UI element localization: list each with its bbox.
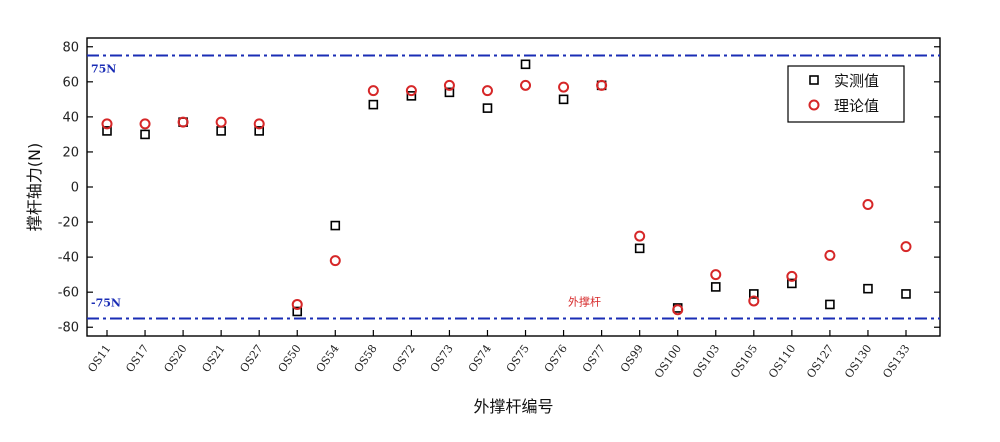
measured-point xyxy=(216,126,226,136)
measured-point xyxy=(787,278,797,289)
x-tick-label: OS72 xyxy=(390,342,418,374)
measured-point xyxy=(254,126,264,136)
measured-point xyxy=(558,94,569,105)
legend-label-measured: 实测值 xyxy=(834,72,879,90)
measured-point xyxy=(444,87,455,98)
theoretical-point xyxy=(291,298,303,310)
theoretical-point xyxy=(481,85,493,97)
measured-point xyxy=(901,289,911,299)
theoretical-point xyxy=(710,269,722,281)
x-tick-label: OS54 xyxy=(314,342,342,374)
x-tick-label: OS133 xyxy=(880,342,912,380)
measured-point xyxy=(634,243,645,254)
measured-point xyxy=(520,59,531,70)
theoretical-point xyxy=(672,304,684,316)
y-axis-title: 撑杆轴力(N) xyxy=(25,143,44,231)
x-tick-label: OS11 xyxy=(85,342,113,374)
legend-box xyxy=(787,65,905,123)
x-tick-label: OS110 xyxy=(766,342,798,380)
x-tick-label: OS77 xyxy=(580,342,608,374)
y-tick-label: -40 xyxy=(58,251,79,266)
measured-point xyxy=(330,220,341,231)
y-tick-label: 0 xyxy=(71,181,79,196)
theoretical-point xyxy=(558,81,570,93)
theoretical-point xyxy=(443,79,455,91)
legend-marker-circle xyxy=(808,99,820,111)
y-tick-label: -20 xyxy=(58,216,79,231)
legend-marker-square xyxy=(809,75,819,85)
theoretical-point xyxy=(329,255,341,267)
x-tick-label: OS76 xyxy=(542,342,570,374)
x-tick-label: OS100 xyxy=(652,342,684,380)
measured-point xyxy=(292,306,303,317)
theoretical-point xyxy=(786,270,798,282)
x-axis-title: 外撑杆编号 xyxy=(473,397,553,416)
x-tick-label: OS58 xyxy=(352,342,380,374)
theoretical-point xyxy=(748,295,760,307)
measured-point xyxy=(863,283,873,294)
theoretical-point xyxy=(177,116,189,128)
measured-point xyxy=(749,289,759,299)
x-tick-label: OS27 xyxy=(237,342,265,374)
x-tick-label: OS103 xyxy=(690,342,722,380)
x-tick-label: OS21 xyxy=(199,342,227,374)
measured-point xyxy=(368,99,379,110)
reference-line-label: 75N xyxy=(91,63,116,76)
theoretical-point xyxy=(634,230,646,242)
x-tick-label: OS17 xyxy=(123,342,151,374)
x-tick-label: OS20 xyxy=(161,342,189,374)
legend: 实测值 理论值 xyxy=(787,65,905,123)
y-tick-label: 20 xyxy=(62,145,79,160)
theoretical-point xyxy=(101,118,113,130)
x-tick-label: OS127 xyxy=(804,342,836,380)
theoretical-point xyxy=(824,249,836,261)
measured-point xyxy=(140,129,150,140)
x-tick-label: OS105 xyxy=(728,342,760,380)
x-tick-label: OS130 xyxy=(842,342,874,380)
measured-point xyxy=(102,126,112,136)
theoretical-point xyxy=(139,118,151,130)
theoretical-point xyxy=(596,79,608,91)
theoretical-point xyxy=(253,118,265,130)
y-tick-label: -60 xyxy=(58,286,79,301)
legend-label-theoretical: 理论值 xyxy=(834,97,879,115)
y-tick-label: 60 xyxy=(62,75,79,90)
x-tick-label: OS73 xyxy=(428,342,456,374)
x-tick-label: OS99 xyxy=(618,342,646,374)
theoretical-point xyxy=(862,199,874,211)
measured-point xyxy=(825,299,835,310)
y-tick-label: 80 xyxy=(62,40,79,55)
theoretical-point xyxy=(367,85,379,97)
theoretical-point xyxy=(520,79,532,91)
x-tick-label: OS50 xyxy=(276,342,304,374)
measured-point xyxy=(482,103,493,113)
reference-line-label: -75N xyxy=(91,296,121,309)
measured-point xyxy=(406,91,417,101)
x-tick-label: OS75 xyxy=(504,342,532,374)
annotation-label: 外撑杆 xyxy=(568,294,601,308)
theoretical-point xyxy=(405,85,417,97)
theoretical-point xyxy=(215,116,227,128)
measured-point xyxy=(710,282,721,292)
x-tick-label: OS74 xyxy=(466,342,494,374)
y-tick-label: 40 xyxy=(62,110,79,125)
theoretical-point xyxy=(900,241,912,253)
y-tick-label: -80 xyxy=(58,321,79,336)
